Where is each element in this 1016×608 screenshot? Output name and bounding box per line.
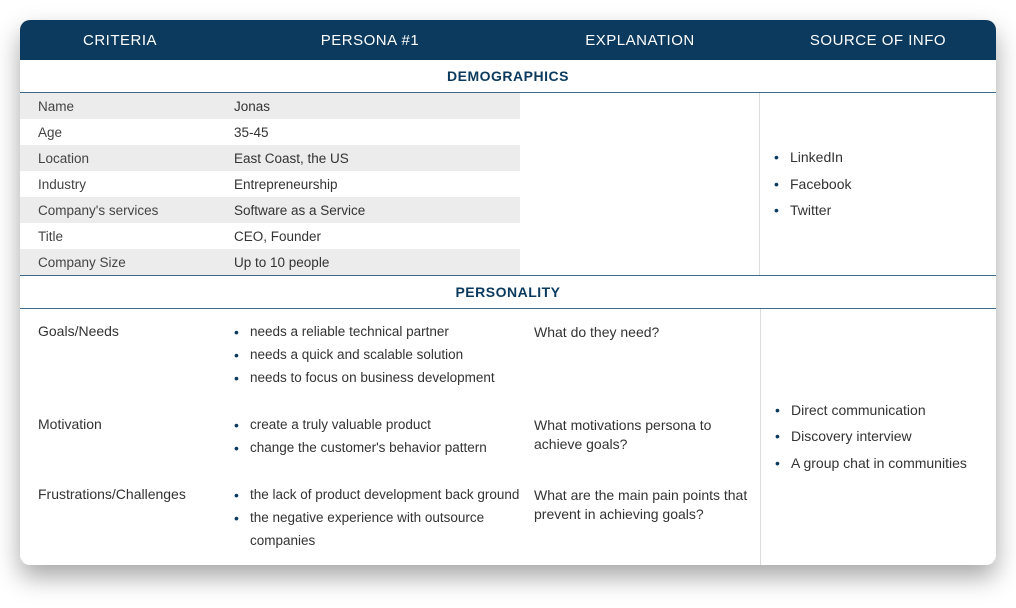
source-item: Facebook: [774, 171, 996, 198]
personality-sources: Direct communication Discovery interview…: [760, 309, 996, 565]
demo-label: Title: [20, 229, 220, 244]
demo-row: Company Size Up to 10 people: [20, 249, 520, 275]
personality-explanation: What are the main pain points that preve…: [520, 484, 760, 553]
demo-value: 35-45: [220, 125, 520, 140]
source-list: Direct communication Discovery interview…: [775, 397, 996, 477]
list-item: needs a quick and scalable solution: [234, 344, 520, 367]
demo-row: Company's services Software as a Service: [20, 197, 520, 223]
personality-label: Goals/Needs: [20, 321, 220, 390]
personality-row: Frustrations/Challenges the lack of prod…: [20, 472, 760, 565]
demo-label: Company's services: [20, 203, 220, 218]
demo-row: Title CEO, Founder: [20, 223, 520, 249]
personality-explanation: What motivations persona to achieve goal…: [520, 414, 760, 460]
source-list: LinkedIn Facebook Twitter: [774, 144, 996, 224]
personality-area: Goals/Needs needs a reliable technical p…: [20, 309, 996, 565]
item-list: create a truly valuable product change t…: [234, 414, 520, 460]
demo-row: Age 35-45: [20, 119, 520, 145]
table-header-row: CRITERIA PERSONA #1 EXPLANATION SOURCE O…: [20, 20, 996, 60]
personality-rows: Goals/Needs needs a reliable technical p…: [20, 309, 760, 565]
section-title-personality: PERSONALITY: [20, 275, 996, 309]
header-persona: PERSONA #1: [220, 32, 520, 49]
demo-label: Industry: [20, 177, 220, 192]
list-item: needs a reliable technical partner: [234, 321, 520, 344]
header-criteria: CRITERIA: [20, 32, 220, 49]
demo-label: Name: [20, 99, 220, 114]
source-item: Direct communication: [775, 397, 996, 424]
source-item: A group chat in communities: [775, 450, 996, 477]
demographics-area: Name Jonas Age 35-45 Location East Coast…: [20, 93, 996, 275]
source-item: Discovery interview: [775, 423, 996, 450]
demo-label: Age: [20, 125, 220, 140]
demographics-rows: Name Jonas Age 35-45 Location East Coast…: [20, 93, 520, 275]
demo-row: Industry Entrepreneurship: [20, 171, 520, 197]
personality-items: the lack of product development back gro…: [220, 484, 520, 553]
demo-label: Location: [20, 151, 220, 166]
personality-label: Frustrations/Challenges: [20, 484, 220, 553]
list-item: the negative experience with outsource c…: [234, 507, 520, 553]
item-list: the lack of product development back gro…: [234, 484, 520, 553]
demo-value: Up to 10 people: [220, 255, 520, 270]
source-item: LinkedIn: [774, 144, 996, 171]
list-item: create a truly valuable product: [234, 414, 520, 437]
demo-label: Company Size: [20, 255, 220, 270]
demo-value: Entrepreneurship: [220, 177, 520, 192]
personality-items: needs a reliable technical partner needs…: [220, 321, 520, 390]
demo-value: East Coast, the US: [220, 151, 520, 166]
demo-value: Software as a Service: [220, 203, 520, 218]
demo-row: Name Jonas: [20, 93, 520, 119]
demo-row: Location East Coast, the US: [20, 145, 520, 171]
demo-value: CEO, Founder: [220, 229, 520, 244]
persona-table-card: CRITERIA PERSONA #1 EXPLANATION SOURCE O…: [20, 20, 996, 565]
list-item: the lack of product development back gro…: [234, 484, 520, 507]
header-explanation: EXPLANATION: [520, 32, 760, 49]
list-item: change the customer's behavior pattern: [234, 437, 520, 460]
demographics-sources: LinkedIn Facebook Twitter: [760, 93, 996, 275]
source-item: Twitter: [774, 197, 996, 224]
header-source: SOURCE OF INFO: [760, 32, 996, 49]
personality-label: Motivation: [20, 414, 220, 460]
personality-row: Motivation create a truly valuable produ…: [20, 402, 760, 472]
personality-items: create a truly valuable product change t…: [220, 414, 520, 460]
demo-value: Jonas: [220, 99, 520, 114]
demographics-explanation-empty: [520, 93, 760, 275]
personality-row: Goals/Needs needs a reliable technical p…: [20, 309, 760, 402]
item-list: needs a reliable technical partner needs…: [234, 321, 520, 390]
section-title-demographics: DEMOGRAPHICS: [20, 60, 996, 93]
list-item: needs to focus on business development: [234, 367, 520, 390]
personality-explanation: What do they need?: [520, 321, 760, 390]
